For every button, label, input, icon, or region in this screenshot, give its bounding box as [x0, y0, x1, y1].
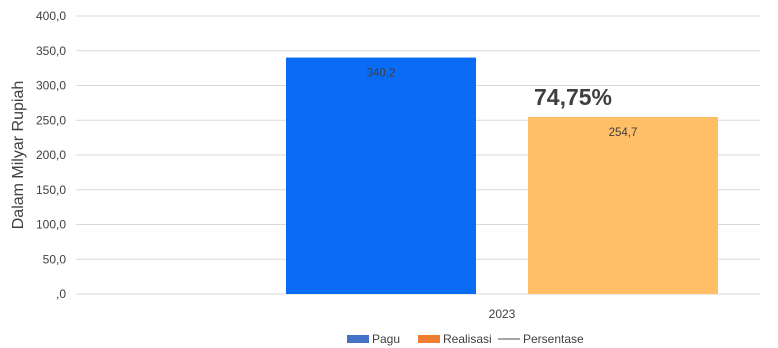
y-tick-label: 250,0: [36, 113, 66, 127]
y-tick-label: 300,0: [36, 79, 66, 93]
y-tick-label: ,0: [56, 287, 66, 301]
bar-realisasi: [528, 116, 718, 295]
percentage-label: 74,75%: [534, 84, 612, 110]
y-axis-title: Dalam Milyar Rupiah: [10, 81, 27, 230]
y-tick-label: 200,0: [36, 148, 66, 162]
y-tick-label: 50,0: [43, 252, 67, 266]
legend-label: Realisasi: [443, 332, 492, 346]
bars: [286, 57, 718, 295]
bar-pagu: [286, 57, 476, 294]
legend-swatch: [347, 335, 369, 343]
y-tick-label: 350,0: [36, 44, 66, 58]
y-axis-ticks: ,0 50,0 100,0 150,0 200,0 250,0 300,0 350,0 400,…: [36, 9, 66, 301]
data-label-realisasi: 254,7: [609, 127, 638, 139]
x-tick-label: 2023: [489, 307, 516, 321]
legend-swatch: [418, 335, 440, 343]
data-label-pagu: 340,2: [367, 68, 396, 80]
x-axis-ticks: 2023: [489, 307, 516, 321]
legend: Pagu Realisasi Persentase: [347, 332, 584, 346]
legend-item-persentase: Persentase: [498, 332, 584, 346]
legend-label: Persentase: [523, 332, 584, 346]
legend-item-realisasi: Realisasi: [418, 332, 492, 346]
legend-label: Pagu: [372, 332, 400, 346]
y-tick-label: 150,0: [36, 183, 66, 197]
data-labels: 340,2 254,7 74,75%: [367, 68, 638, 139]
legend-item-pagu: Pagu: [347, 332, 400, 346]
y-tick-label: 400,0: [36, 9, 66, 23]
y-tick-label: 100,0: [36, 218, 66, 232]
